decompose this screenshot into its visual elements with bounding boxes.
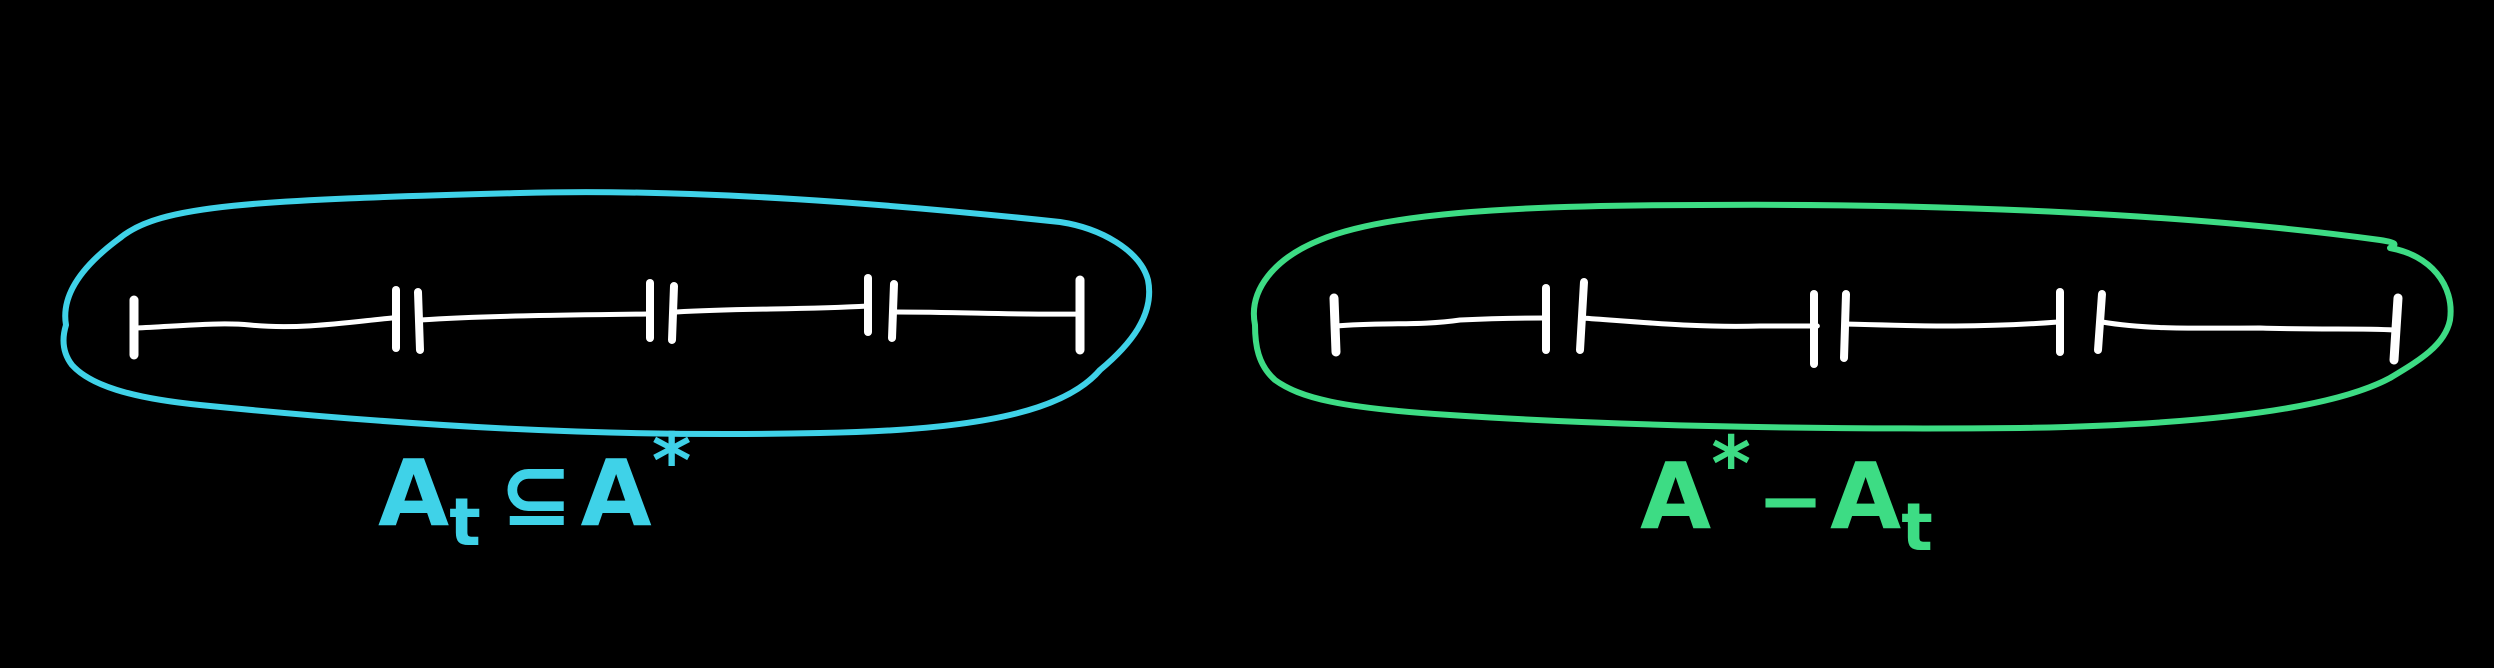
left-label-subscript: t: [449, 484, 481, 561]
right-segment-2: [1579, 315, 1820, 329]
right-tick-3b: [2094, 290, 2106, 354]
left-label-base: A: [378, 440, 449, 547]
left-label: At ⊆A*: [378, 416, 691, 561]
left-segment-1: [133, 315, 395, 331]
left-label-target: A: [581, 440, 652, 547]
right-label-superscript: *: [1711, 419, 1751, 508]
right-label: A*−At: [1640, 419, 1933, 566]
left-segment-2: [417, 311, 651, 323]
right-enclosure-loop: [1250, 201, 2454, 432]
right-tick-start: [1329, 293, 1341, 357]
right-interval-bar: [1329, 278, 2403, 368]
right-segment-1: [1333, 315, 1548, 329]
left-segment-3: [673, 303, 871, 315]
right-segment-4: [2099, 319, 2397, 333]
left-label-superscript: *: [652, 416, 692, 505]
left-label-relation: ⊆: [499, 443, 573, 546]
left-tick-1b: [414, 288, 424, 354]
right-label-relation: −: [1757, 454, 1824, 547]
left-tick-3b: [888, 280, 898, 342]
right-tick-1b: [1576, 278, 1588, 354]
left-group: At ⊆A*: [60, 189, 1153, 561]
left-tick-2b: [668, 282, 678, 344]
right-tick-2b: [1840, 290, 1850, 362]
left-enclosure-loop: [60, 189, 1153, 438]
right-label-subscript: t: [1901, 489, 1933, 566]
left-interval-bar: [129, 274, 1085, 360]
right-label-base: A: [1640, 443, 1711, 550]
left-segment-4: [893, 309, 1083, 317]
right-tick-end: [2389, 293, 2403, 365]
right-group: A*−At: [1250, 201, 2454, 566]
right-segment-3: [1843, 319, 2061, 329]
right-label-target: A: [1830, 443, 1901, 550]
